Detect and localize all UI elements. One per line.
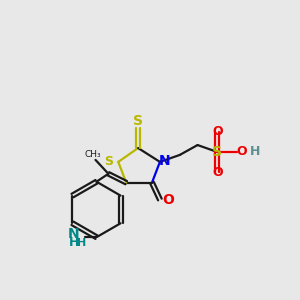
Text: N: N (68, 227, 80, 241)
Text: CH₃: CH₃ (84, 151, 101, 160)
Text: O: O (212, 125, 223, 138)
Text: O: O (237, 146, 248, 158)
Text: N: N (159, 154, 171, 168)
Text: O: O (162, 193, 174, 206)
Text: S: S (104, 155, 113, 168)
Text: O: O (212, 166, 223, 179)
Text: H: H (250, 146, 260, 158)
Text: H: H (77, 238, 86, 248)
Text: S: S (133, 114, 143, 128)
Text: H: H (68, 236, 79, 249)
Text: S: S (212, 145, 222, 159)
